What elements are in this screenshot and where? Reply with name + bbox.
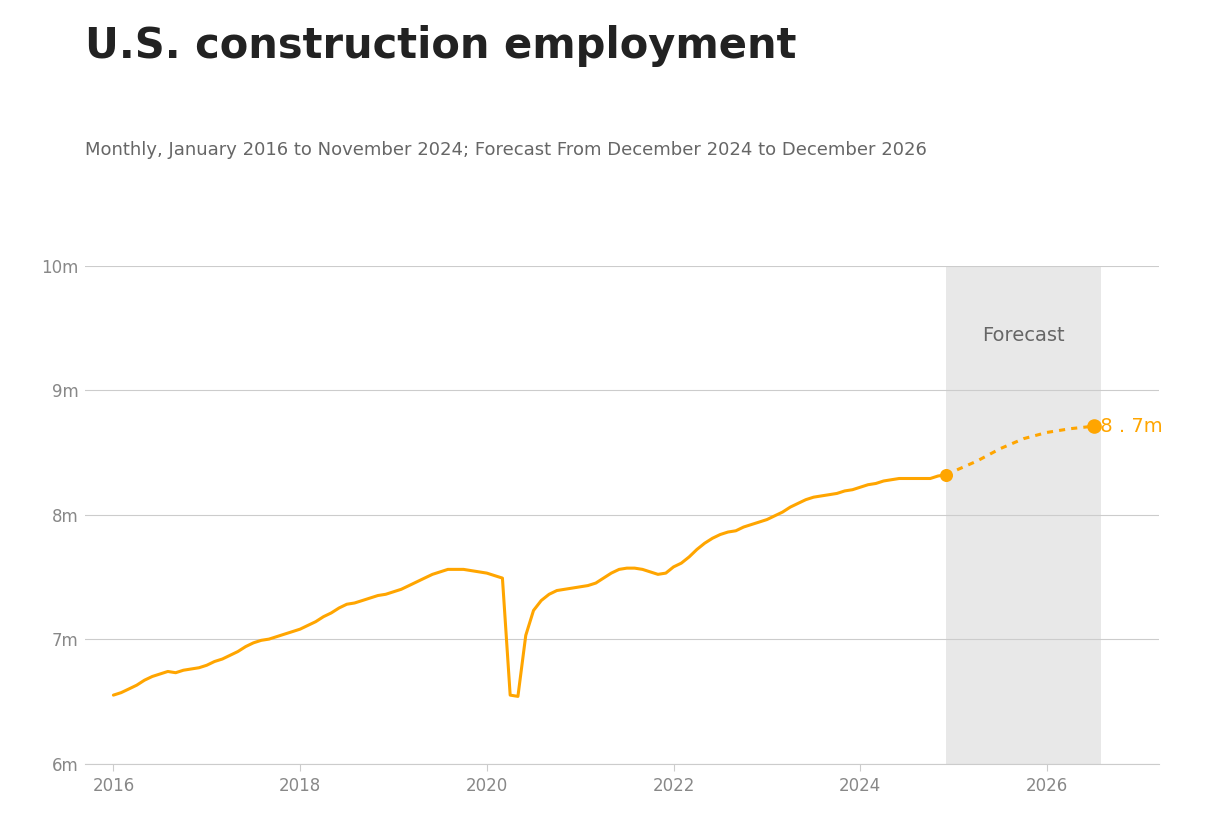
Bar: [947, 266, 1102, 764]
Point: [1083, 420, 1103, 433]
Point: [936, 468, 955, 481]
Text: Monthly, January 2016 to November 2024; Forecast From December 2024 to December : Monthly, January 2016 to November 2024; …: [85, 141, 927, 159]
Text: Forecast: Forecast: [982, 326, 1065, 344]
Text: 8 . 7m: 8 . 7m: [1093, 417, 1163, 436]
Text: U.S. construction employment: U.S. construction employment: [85, 25, 797, 67]
